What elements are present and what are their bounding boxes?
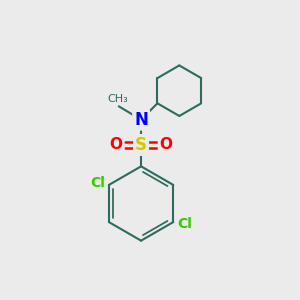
Text: O: O: [110, 137, 123, 152]
Text: N: N: [134, 111, 148, 129]
Text: CH₃: CH₃: [107, 94, 128, 104]
Text: S: S: [135, 136, 147, 154]
Text: O: O: [160, 137, 172, 152]
Text: Cl: Cl: [177, 218, 192, 232]
Text: Cl: Cl: [90, 176, 105, 190]
